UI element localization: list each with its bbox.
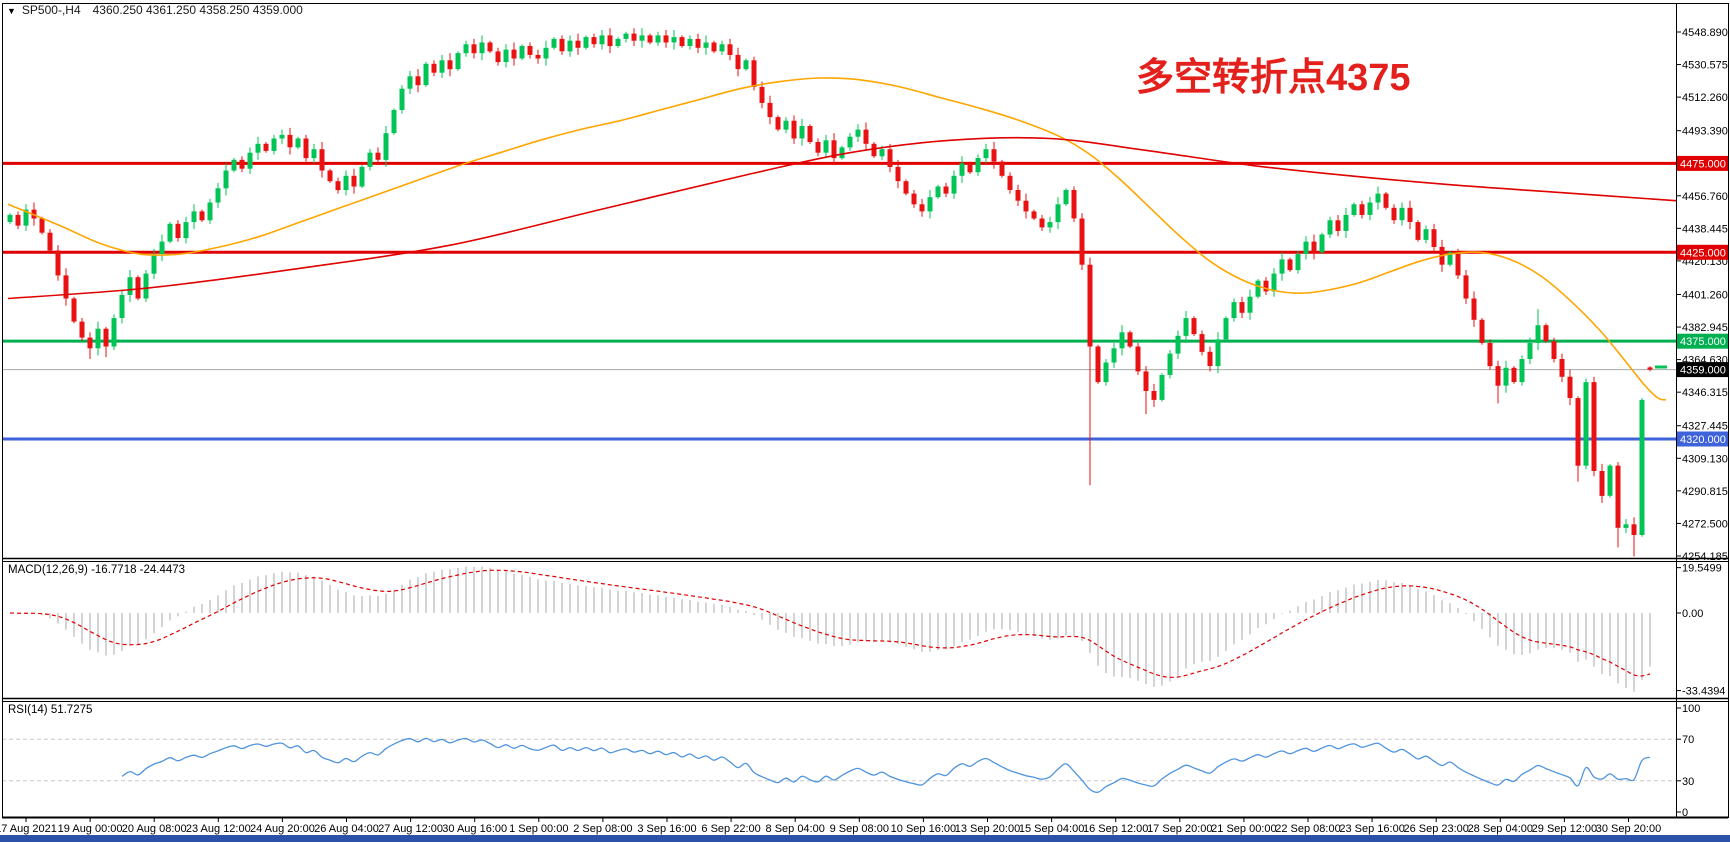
svg-text:4382.945: 4382.945: [1682, 322, 1728, 334]
svg-text:30: 30: [1682, 776, 1694, 788]
svg-text:100: 100: [1682, 703, 1700, 715]
svg-text:8 Sep 04:00: 8 Sep 04:00: [766, 823, 825, 835]
svg-text:30 Sep 20:00: 30 Sep 20:00: [1596, 823, 1661, 835]
svg-text:22 Sep 08:00: 22 Sep 08:00: [1275, 823, 1340, 835]
svg-text:4309.130: 4309.130: [1682, 453, 1728, 465]
svg-text:4425.000: 4425.000: [1680, 247, 1726, 259]
svg-text:70: 70: [1682, 734, 1694, 746]
ma-fast-line: [7, 77, 1667, 401]
svg-text:15 Sep 04:00: 15 Sep 04:00: [1019, 823, 1084, 835]
svg-text:-33.4394: -33.4394: [1682, 686, 1725, 698]
rsi-indicator-label: RSI(14) 51.7275: [8, 704, 93, 716]
svg-text:4320.000: 4320.000: [1680, 434, 1726, 446]
svg-text:19.5499: 19.5499: [1682, 563, 1722, 575]
svg-text:4512.260: 4512.260: [1682, 92, 1728, 104]
current-price-marker: [1655, 365, 1667, 369]
svg-text:20 Aug 08:00: 20 Aug 08:00: [122, 823, 187, 835]
symbol-timeframe-label: SP500-,H4: [21, 3, 81, 17]
svg-text:0.00: 0.00: [1682, 608, 1703, 620]
svg-text:4530.575: 4530.575: [1682, 60, 1728, 72]
svg-text:4475.000: 4475.000: [1680, 158, 1726, 170]
svg-text:21 Sep 00:00: 21 Sep 00:00: [1211, 823, 1276, 835]
svg-text:27 Aug 12:00: 27 Aug 12:00: [378, 823, 443, 835]
svg-text:16 Sep 12:00: 16 Sep 12:00: [1083, 823, 1148, 835]
rsi-indicator: 100 70 30 0: [2, 703, 1700, 819]
svg-text:30 Aug 16:00: 30 Aug 16:00: [442, 823, 507, 835]
svg-text:26 Aug 04:00: 26 Aug 04:00: [314, 823, 379, 835]
svg-text:26 Sep 23:00: 26 Sep 23:00: [1403, 823, 1468, 835]
svg-text:3 Sep 16:00: 3 Sep 16:00: [637, 823, 696, 835]
annotation-text: 多空转折点4375: [1136, 57, 1411, 99]
horizontal-levels: [2, 161, 1676, 441]
svg-text:23 Sep 16:00: 23 Sep 16:00: [1339, 823, 1404, 835]
svg-text:4493.390: 4493.390: [1682, 126, 1728, 138]
svg-text:4254.185: 4254.185: [1682, 551, 1728, 563]
svg-text:1 Sep 00:00: 1 Sep 00:00: [509, 823, 568, 835]
svg-text:10 Sep 16:00: 10 Sep 16:00: [891, 823, 956, 835]
bottom-status-strip: [0, 835, 1730, 842]
symbol-ohlc-title: ▼ SP500-,H4 4360.250 4361.250 4358.250 435…: [7, 3, 303, 17]
svg-text:4375.000: 4375.000: [1680, 336, 1726, 348]
svg-text:23 Aug 12:00: 23 Aug 12:00: [186, 823, 251, 835]
ohlc-values: 4360.250 4361.250 4358.250 4359.000: [92, 3, 303, 17]
svg-text:2 Sep 08:00: 2 Sep 08:00: [573, 823, 632, 835]
symbol-dropdown-icon[interactable]: ▼: [7, 6, 16, 16]
svg-text:17 Sep 20:00: 17 Sep 20:00: [1147, 823, 1212, 835]
svg-text:4359.000: 4359.000: [1680, 365, 1726, 377]
svg-text:17 Aug 2021: 17 Aug 2021: [0, 823, 57, 835]
svg-text:4346.315: 4346.315: [1682, 387, 1728, 399]
candles: [7, 28, 1653, 557]
svg-text:4548.890: 4548.890: [1682, 27, 1728, 39]
svg-text:28 Sep 04:00: 28 Sep 04:00: [1468, 823, 1533, 835]
svg-text:4438.445: 4438.445: [1682, 223, 1728, 235]
svg-text:13 Sep 20:00: 13 Sep 20:00: [955, 823, 1020, 835]
price-level-labels: 4475.000 4425.000 4375.000 4320.000 4359.000: [1677, 155, 1728, 447]
macd-indicator: 19.5499 0.00 -33.4394: [9, 563, 1725, 698]
svg-text:19 Aug 00:00: 19 Aug 00:00: [58, 823, 123, 835]
svg-text:0: 0: [1682, 807, 1688, 819]
price-axis-ticks[interactable]: 4548.890 4530.575 4512.260 4493.390 4456.760…: [1676, 27, 1728, 563]
macd-indicator-label: MACD(12,26,9) -16.7718 -24.4473: [8, 564, 186, 576]
svg-text:4290.815: 4290.815: [1682, 486, 1728, 498]
svg-text:6 Sep 22:00: 6 Sep 22:00: [701, 823, 760, 835]
ma-slow-line: [7, 136, 1677, 300]
svg-text:9 Sep 08:00: 9 Sep 08:00: [830, 823, 889, 835]
svg-text:4327.445: 4327.445: [1682, 421, 1728, 433]
svg-text:4456.760: 4456.760: [1682, 191, 1728, 203]
svg-text:4401.260: 4401.260: [1682, 289, 1728, 301]
panel-borders: [2, 3, 1729, 819]
svg-text:24 Aug 20:00: 24 Aug 20:00: [250, 823, 315, 835]
svg-text:29 Sep 12:00: 29 Sep 12:00: [1532, 823, 1597, 835]
time-axis[interactable]: 17 Aug 2021 19 Aug 00:00 20 Aug 08:00 23 Au…: [0, 818, 1661, 835]
svg-text:4272.500: 4272.500: [1682, 518, 1728, 530]
